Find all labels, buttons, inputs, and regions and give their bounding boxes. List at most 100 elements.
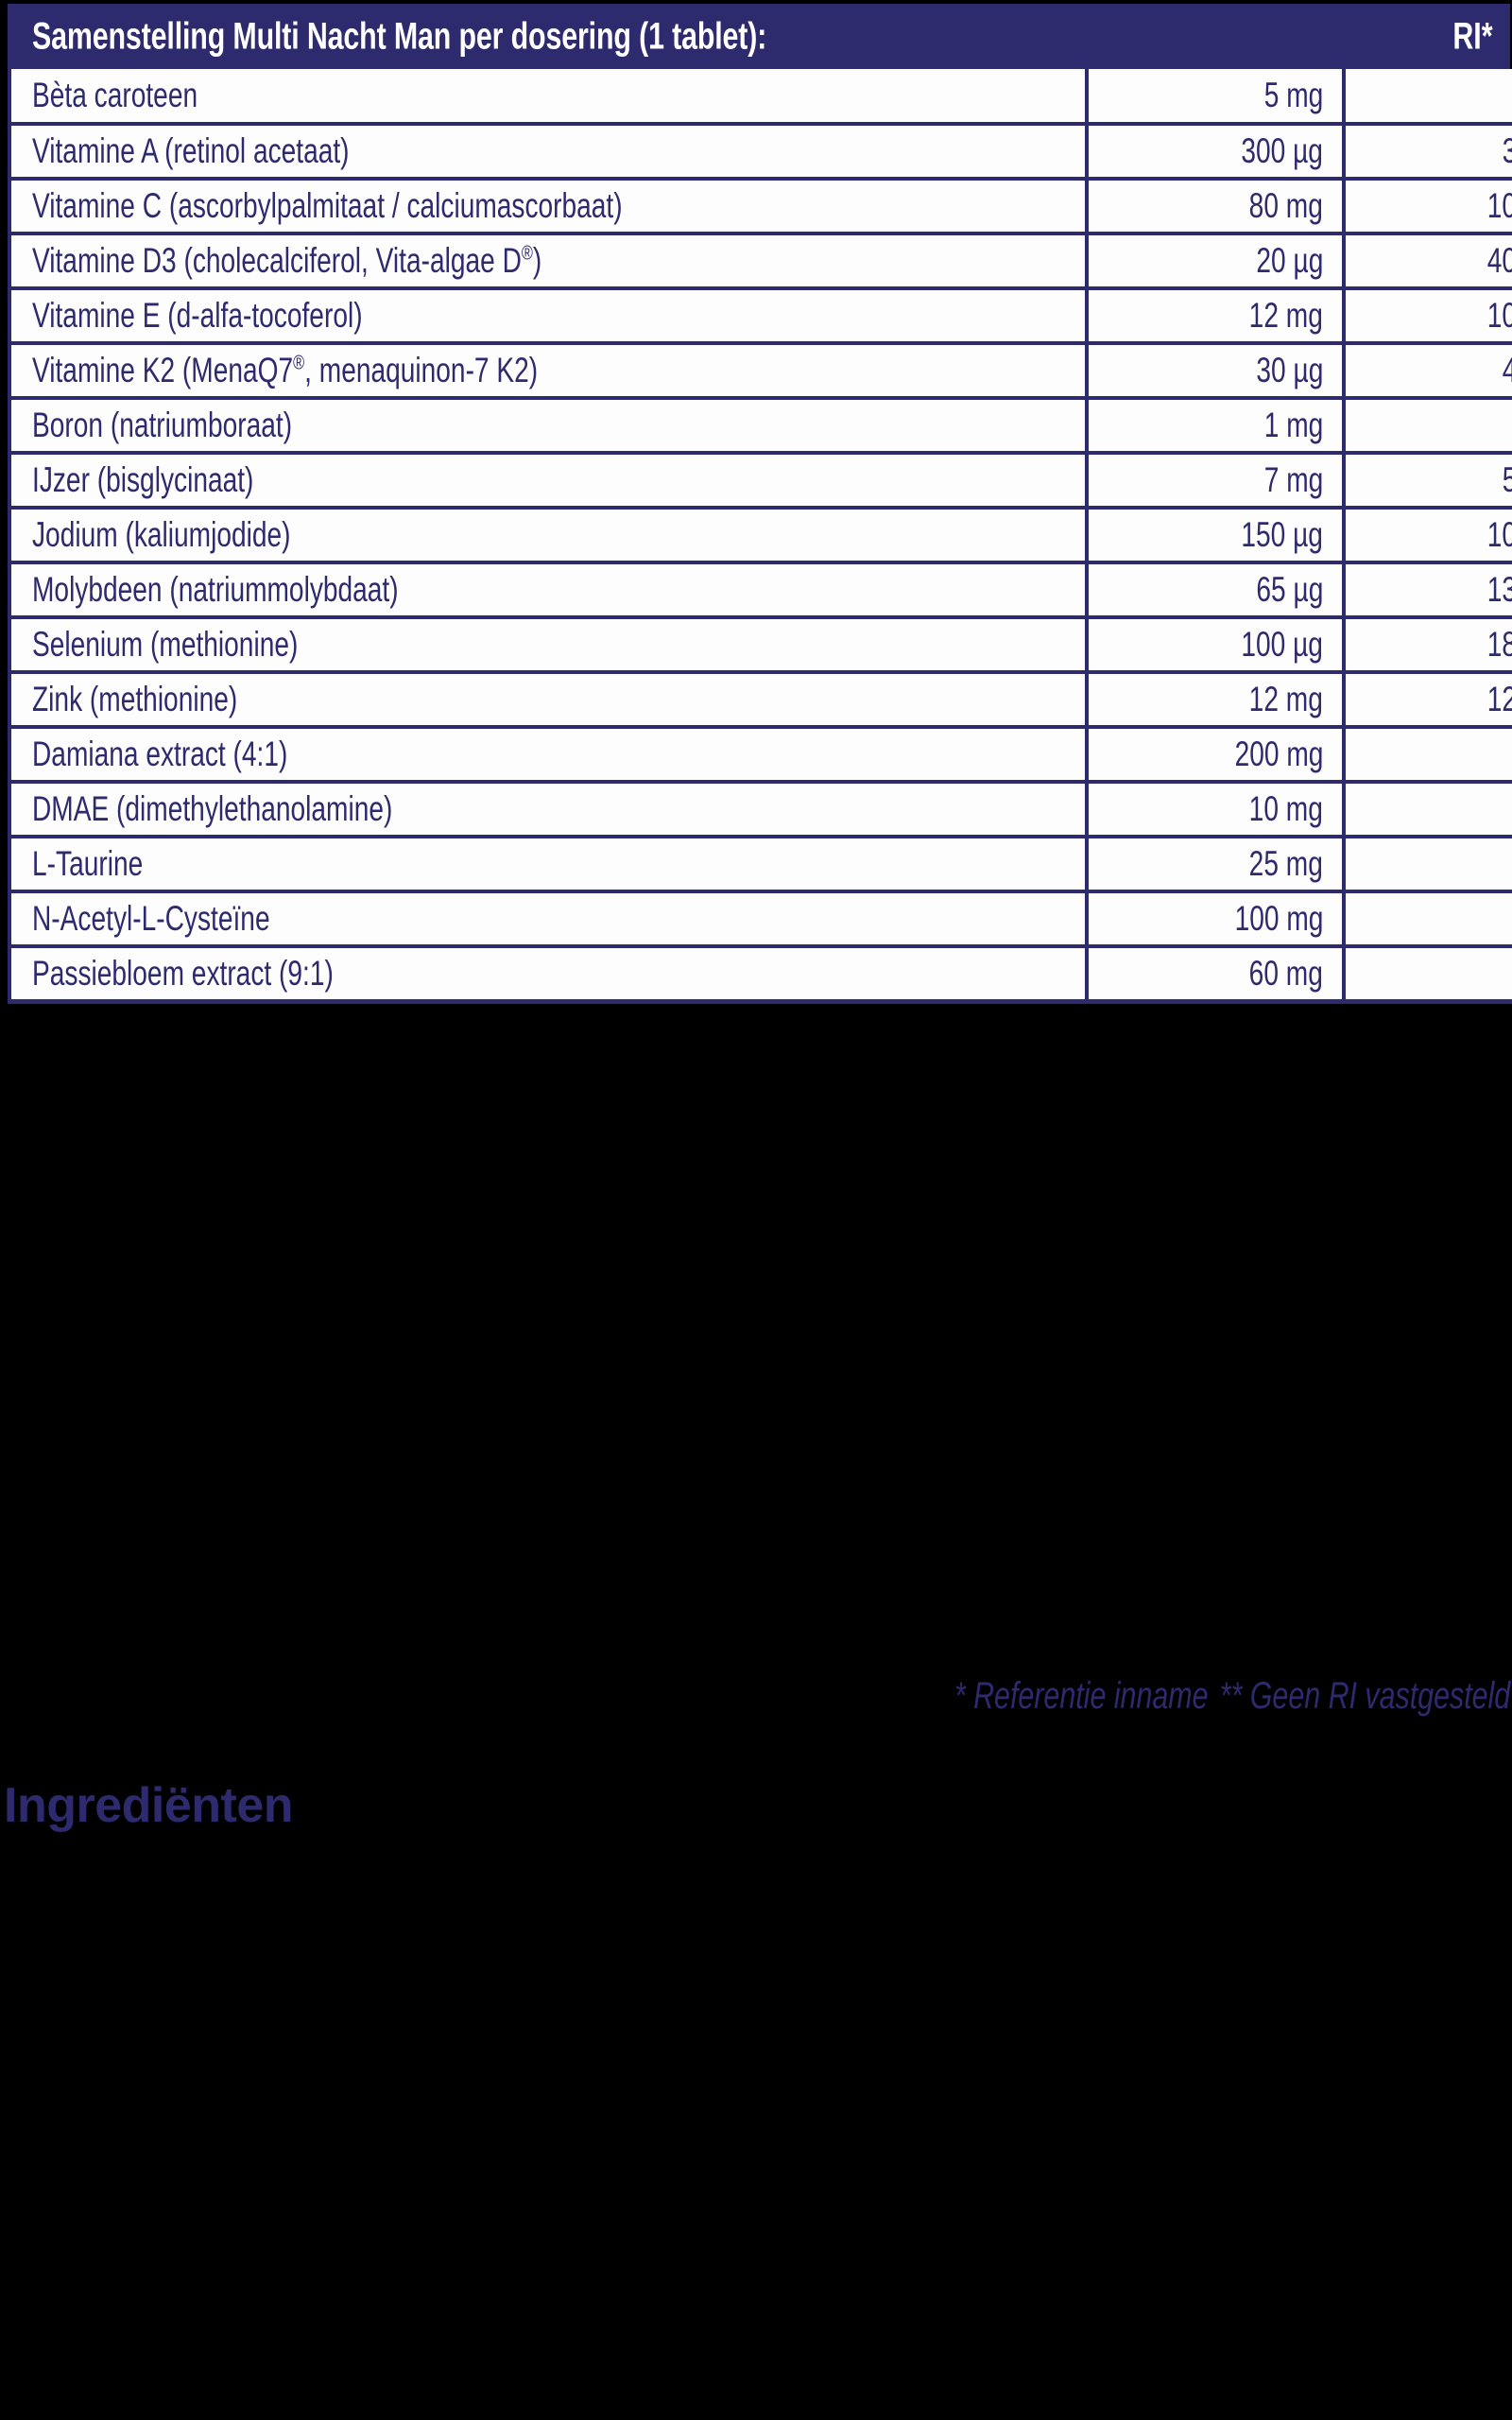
nutrient-name: Jodium (kaliumjodide) <box>32 515 291 554</box>
nutrient-amount: 100 µg <box>1241 625 1323 664</box>
nutrient-amount: 65 µg <box>1256 570 1323 609</box>
nutrient-name-cell: N-Acetyl-L-Cysteïne <box>11 891 1089 948</box>
nutrient-amount: 12 mg <box>1248 680 1323 718</box>
nutrient-amount-cell: 80 mg <box>1087 179 1346 235</box>
nutrient-ri-value: 100% <box>1487 296 1512 335</box>
nutrient-amount: 5 mg <box>1263 76 1323 114</box>
nutrition-table: Bèta caroteen 5 mg ** Vitamine A (retinol a… <box>11 69 1512 1004</box>
nutrient-ri-value: 40% <box>1503 351 1512 390</box>
nutrient-ri-cell: 400% <box>1344 233 1512 290</box>
nutrient-ri-cell: ** <box>1344 398 1512 455</box>
nutrient-ri-cell: ** <box>1344 782 1512 838</box>
nutrient-ri-cell: ** <box>1344 946 1512 1004</box>
nutrient-amount: 10 mg <box>1248 789 1323 828</box>
nutrient-name-cell: Vitamine E (d-alfa-tocoferol) <box>11 288 1089 345</box>
nutrient-name: Vitamine K2 (MenaQ7®, menaquinon-7 K2) <box>32 351 539 389</box>
nutrient-ri-value: 182% <box>1487 625 1512 664</box>
nutrient-name-cell: Molybdeen (natriummolybdaat) <box>11 562 1089 619</box>
table-row: Bèta caroteen 5 mg ** <box>11 69 1512 126</box>
nutrient-amount-cell: 25 mg <box>1087 837 1346 893</box>
nutrient-name-cell: IJzer (bisglycinaat) <box>11 453 1089 510</box>
nutrient-ri-value: 120% <box>1487 680 1512 718</box>
nutrient-name-cell: Vitamine C (ascorbylpalmitaat / calciuma… <box>11 179 1089 235</box>
nutrient-name-cell: Passiebloem extract (9:1) <box>11 946 1089 1004</box>
nutrient-ri-value: 100% <box>1487 186 1512 225</box>
table-body-wrapper: Bèta caroteen 5 mg ** Vitamine A (retinol a… <box>8 69 1512 1004</box>
nutrient-amount: 200 mg <box>1234 735 1323 773</box>
nutrient-ri-cell: 50% <box>1344 453 1512 510</box>
nutrient-amount-cell: 7 mg <box>1087 453 1346 510</box>
nutrient-name: L-Taurine <box>32 844 144 883</box>
nutrient-amount: 60 mg <box>1248 953 1323 993</box>
nutrient-amount-cell: 12 mg <box>1087 288 1346 345</box>
nutrient-amount-cell: 1 mg <box>1087 398 1346 455</box>
nutrient-name: DMAE (dimethylethanolamine) <box>32 789 393 828</box>
footnote-no-ri: ** Geen RI vastgesteld <box>1219 1675 1510 1717</box>
nutrient-name-cell: Boron (natriumboraat) <box>11 398 1089 455</box>
nutrient-amount: 100 mg <box>1234 899 1323 938</box>
nutrient-ri-cell: 130% <box>1344 562 1512 619</box>
table-row: Zink (methionine) 12 mg 120% <box>11 672 1512 729</box>
nutrient-name: Passiebloem extract (9:1) <box>32 953 334 993</box>
nutrient-amount: 1 mg <box>1263 406 1323 444</box>
nutrient-amount: 300 µg <box>1241 131 1323 170</box>
nutrient-amount-cell: 150 µg <box>1087 508 1346 564</box>
nutrient-amount: 7 mg <box>1263 460 1323 499</box>
nutrient-ri-cell: 120% <box>1344 672 1512 729</box>
nutrient-name: Selenium (methionine) <box>32 625 299 664</box>
table-row: N-Acetyl-L-Cysteïne 100 mg ** <box>11 891 1512 948</box>
nutrition-facts-panel: Samenstelling Multi Nacht Man per doseri… <box>8 4 1512 1004</box>
nutrient-ri-cell: 100% <box>1344 288 1512 345</box>
nutrient-ri-cell: 38% <box>1344 124 1512 181</box>
table-row: Passiebloem extract (9:1) 60 mg ** <box>11 946 1512 1004</box>
nutrient-ri-value: 100% <box>1487 515 1512 554</box>
nutrient-name: Zink (methionine) <box>32 680 238 718</box>
nutrient-amount: 150 µg <box>1241 515 1323 554</box>
nutrient-name: Vitamine C (ascorbylpalmitaat / calciuma… <box>32 186 623 225</box>
nutrient-name: Damiana extract (4:1) <box>32 735 288 773</box>
table-row: L-Taurine 25 mg ** <box>11 837 1512 893</box>
nutrient-amount-cell: 60 mg <box>1087 946 1346 1004</box>
ri-column-header: RI* <box>1452 15 1493 57</box>
nutrient-ri-value: 130% <box>1487 570 1512 609</box>
table-row: IJzer (bisglycinaat) 7 mg 50% <box>11 453 1512 510</box>
nutrient-name: Bèta caroteen <box>32 76 198 114</box>
nutrient-ri-cell: ** <box>1344 837 1512 893</box>
nutrient-amount-cell: 5 mg <box>1087 69 1346 126</box>
nutrient-name: IJzer (bisglycinaat) <box>32 460 254 499</box>
nutrient-name: N-Acetyl-L-Cysteïne <box>32 899 270 938</box>
nutrient-ri-cell: 40% <box>1344 343 1512 400</box>
nutrient-ri-cell: ** <box>1344 69 1512 126</box>
nutrient-name: Vitamine A (retinol acetaat) <box>32 131 350 170</box>
nutrient-amount-cell: 30 µg <box>1087 343 1346 400</box>
nutrient-name-cell: Vitamine D3 (cholecalciferol, Vita-algae… <box>11 233 1089 290</box>
nutrient-amount-cell: 300 µg <box>1087 124 1346 181</box>
nutrient-amount-cell: 12 mg <box>1087 672 1346 729</box>
table-row: Vitamine E (d-alfa-tocoferol) 12 mg 100% <box>11 288 1512 345</box>
nutrient-name: Vitamine E (d-alfa-tocoferol) <box>32 296 363 335</box>
table-header-bar: Samenstelling Multi Nacht Man per doseri… <box>8 4 1510 69</box>
nutrient-amount-cell: 200 mg <box>1087 727 1346 784</box>
nutrient-ri-cell: 100% <box>1344 179 1512 235</box>
table-row: Vitamine C (ascorbylpalmitaat / calciuma… <box>11 179 1512 235</box>
table-row: DMAE (dimethylethanolamine) 10 mg ** <box>11 782 1512 838</box>
nutrient-ri-cell: ** <box>1344 727 1512 784</box>
footnote-reference-intake: * Referentie inname <box>954 1675 1209 1717</box>
table-row: Vitamine D3 (cholecalciferol, Vita-algae… <box>11 233 1512 290</box>
table-row: Jodium (kaliumjodide) 150 µg 100% <box>11 508 1512 564</box>
nutrient-ri-cell: ** <box>1344 891 1512 948</box>
nutrient-name-cell: DMAE (dimethylethanolamine) <box>11 782 1089 838</box>
nutrient-name: Molybdeen (natriummolybdaat) <box>32 570 399 609</box>
nutrient-ri-cell: 182% <box>1344 617 1512 674</box>
table-title: Samenstelling Multi Nacht Man per doseri… <box>32 15 767 57</box>
nutrient-name-cell: Zink (methionine) <box>11 672 1089 729</box>
table-row: Selenium (methionine) 100 µg 182% <box>11 617 1512 674</box>
nutrient-name-cell: Damiana extract (4:1) <box>11 727 1089 784</box>
nutrient-amount-cell: 20 µg <box>1087 233 1346 290</box>
nutrient-name-cell: Jodium (kaliumjodide) <box>11 508 1089 564</box>
nutrient-name: Boron (natriumboraat) <box>32 406 293 444</box>
nutrient-amount: 30 µg <box>1256 351 1323 389</box>
nutrient-amount-cell: 10 mg <box>1087 782 1346 838</box>
nutrient-ri-value: 38% <box>1503 131 1512 171</box>
nutrient-ri-value: 400% <box>1487 241 1512 280</box>
